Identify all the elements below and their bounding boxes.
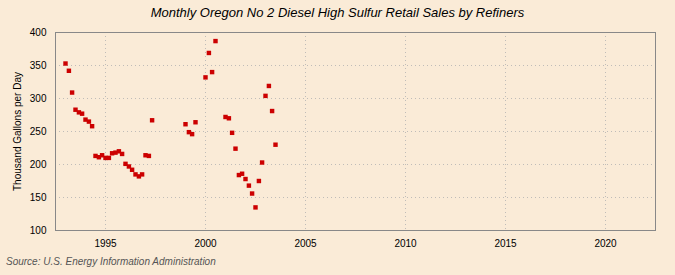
svg-text:100: 100	[30, 225, 47, 236]
svg-text:2010: 2010	[394, 238, 417, 249]
svg-text:150: 150	[30, 192, 47, 203]
svg-text:350: 350	[30, 60, 47, 71]
html-text:Source: U.S. Energy Informatio: Source: U.S. Energy Information Administ…	[6, 256, 216, 267]
svg-text:2000: 2000	[194, 238, 217, 249]
svg-text:Thousand Gallons per Day: Thousand Gallons per Day	[12, 72, 23, 191]
svg-text:2020: 2020	[594, 238, 617, 249]
svg-text:250: 250	[30, 126, 47, 137]
svg-text:400: 400	[30, 27, 47, 38]
html-text:Monthly Oregon No 2 Diesel Hig: Monthly Oregon No 2 Diesel High Sulfur R…	[150, 5, 525, 20]
svg-text:2015: 2015	[494, 238, 517, 249]
svg-text:200: 200	[30, 159, 47, 170]
svg-text:1995: 1995	[94, 238, 117, 249]
svg-text:300: 300	[30, 93, 47, 104]
svg-text:2005: 2005	[294, 238, 317, 249]
